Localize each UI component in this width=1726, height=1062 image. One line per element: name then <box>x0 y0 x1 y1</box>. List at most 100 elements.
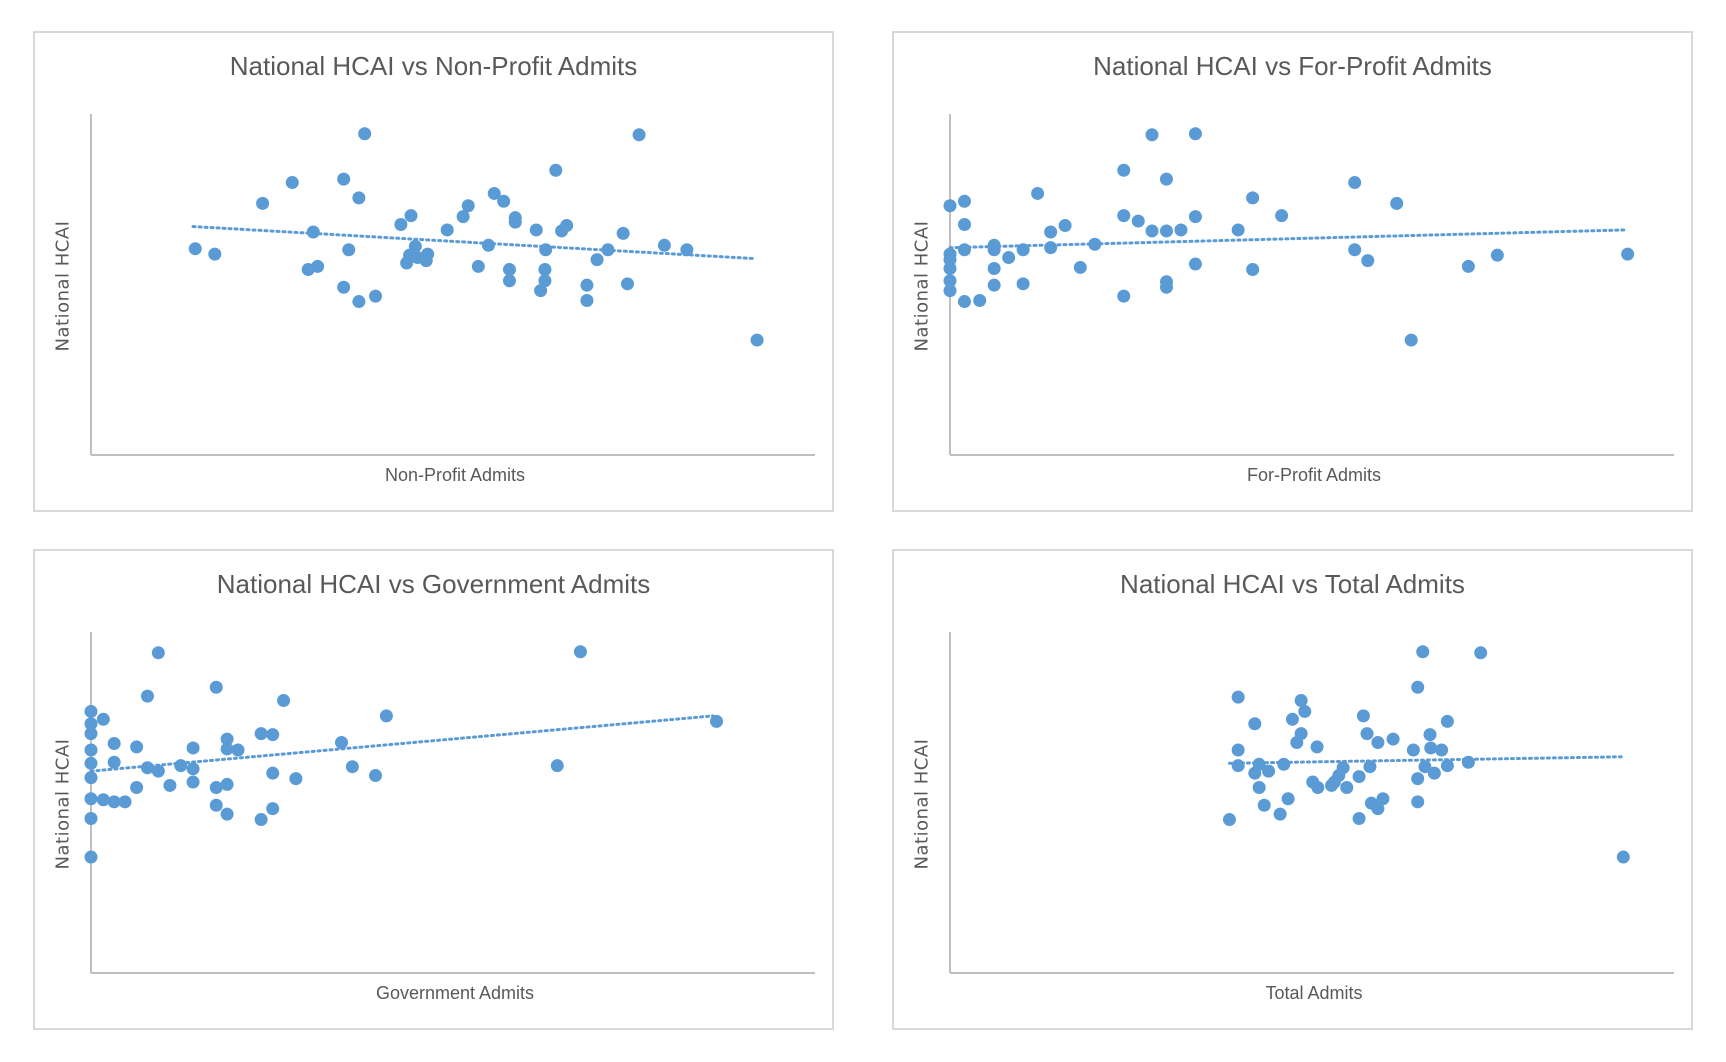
data-point <box>231 743 245 757</box>
scatter-plot <box>90 114 815 456</box>
data-point <box>549 163 563 177</box>
data-point <box>342 243 356 257</box>
data-point <box>151 764 165 778</box>
trendline <box>191 225 756 261</box>
data-point <box>987 261 1001 275</box>
data-point <box>1285 712 1299 726</box>
data-point <box>1371 735 1385 749</box>
data-point <box>502 262 516 276</box>
x-axis-label: Non-Profit Admits <box>384 465 526 485</box>
data-point <box>1044 225 1058 239</box>
data-point <box>1461 259 1475 273</box>
data-point <box>140 689 154 703</box>
data-point <box>632 128 646 142</box>
data-point <box>1461 755 1475 769</box>
data-point <box>710 714 724 728</box>
data-point <box>1016 243 1030 257</box>
data-point <box>580 294 594 308</box>
data-point <box>1248 717 1262 731</box>
data-point <box>1411 772 1425 786</box>
data-point <box>337 172 351 186</box>
data-point <box>1159 172 1173 186</box>
data-point <box>1058 219 1072 233</box>
trendline <box>948 228 1626 250</box>
data-point <box>1281 792 1295 806</box>
data-point <box>400 256 414 270</box>
chart-panel-government: National HCAI vs Government Admits Natio… <box>33 549 834 1030</box>
data-point <box>1117 163 1131 177</box>
x-axis-label: Total Admits <box>1265 983 1363 1003</box>
data-point <box>277 694 291 708</box>
data-point <box>1352 812 1366 826</box>
data-point <box>1427 766 1441 780</box>
data-point <box>266 728 280 742</box>
data-point <box>1418 760 1432 774</box>
data-point <box>208 247 222 261</box>
data-point <box>440 223 454 237</box>
data-point <box>957 194 971 208</box>
data-point <box>1159 224 1173 238</box>
data-point <box>1117 209 1131 223</box>
data-point <box>107 795 121 809</box>
data-point <box>84 727 98 741</box>
data-point <box>534 284 548 298</box>
data-point <box>352 295 366 309</box>
data-point <box>107 755 121 769</box>
data-point <box>750 333 764 347</box>
data-point <box>538 262 552 276</box>
data-point <box>957 243 971 257</box>
data-point <box>1423 728 1437 742</box>
data-point <box>84 850 98 864</box>
data-point <box>163 778 177 792</box>
data-point <box>254 813 268 827</box>
data-point <box>1424 741 1438 755</box>
data-point <box>1188 257 1202 271</box>
data-point <box>957 295 971 309</box>
data-point <box>96 793 110 807</box>
data-point <box>352 191 366 205</box>
data-point <box>1002 251 1016 265</box>
data-point <box>1474 646 1488 660</box>
data-point <box>580 278 594 292</box>
data-point <box>289 772 303 786</box>
data-point <box>1294 727 1308 741</box>
data-point <box>1231 743 1245 757</box>
trendline <box>1227 755 1623 765</box>
data-point <box>209 780 223 794</box>
data-point <box>1435 743 1449 757</box>
data-point <box>943 261 957 275</box>
data-point <box>1376 792 1390 806</box>
data-point <box>456 210 470 224</box>
data-point <box>1031 186 1045 200</box>
data-point <box>96 712 110 726</box>
data-point <box>1310 740 1324 754</box>
data-point <box>220 742 234 756</box>
data-point <box>497 194 511 208</box>
data-point <box>1294 694 1308 708</box>
data-point <box>1416 645 1430 659</box>
data-point <box>529 223 543 237</box>
data-point <box>1073 260 1087 274</box>
data-point <box>130 780 144 794</box>
data-point <box>84 717 98 731</box>
data-point <box>311 259 325 273</box>
data-point <box>1621 247 1635 261</box>
data-point <box>508 215 522 229</box>
scatter-plot <box>84 632 815 974</box>
data-point <box>987 278 1001 292</box>
data-point <box>1188 210 1202 224</box>
x-axis-label: Government Admits <box>375 983 535 1003</box>
data-point <box>481 238 495 252</box>
chart-panel-non-profit: National HCAI vs Non-Profit Admits Natio… <box>33 31 834 512</box>
data-point <box>1363 760 1377 774</box>
data-point <box>186 741 200 755</box>
data-point <box>1159 280 1173 294</box>
data-point <box>471 259 485 273</box>
data-point <box>957 217 971 231</box>
data-point <box>254 727 268 741</box>
data-point <box>1360 727 1374 741</box>
chart-title: National HCAI vs For-Profit Admits <box>1093 51 1492 81</box>
data-point <box>345 760 359 774</box>
data-point <box>256 196 270 210</box>
data-point <box>1371 802 1385 816</box>
